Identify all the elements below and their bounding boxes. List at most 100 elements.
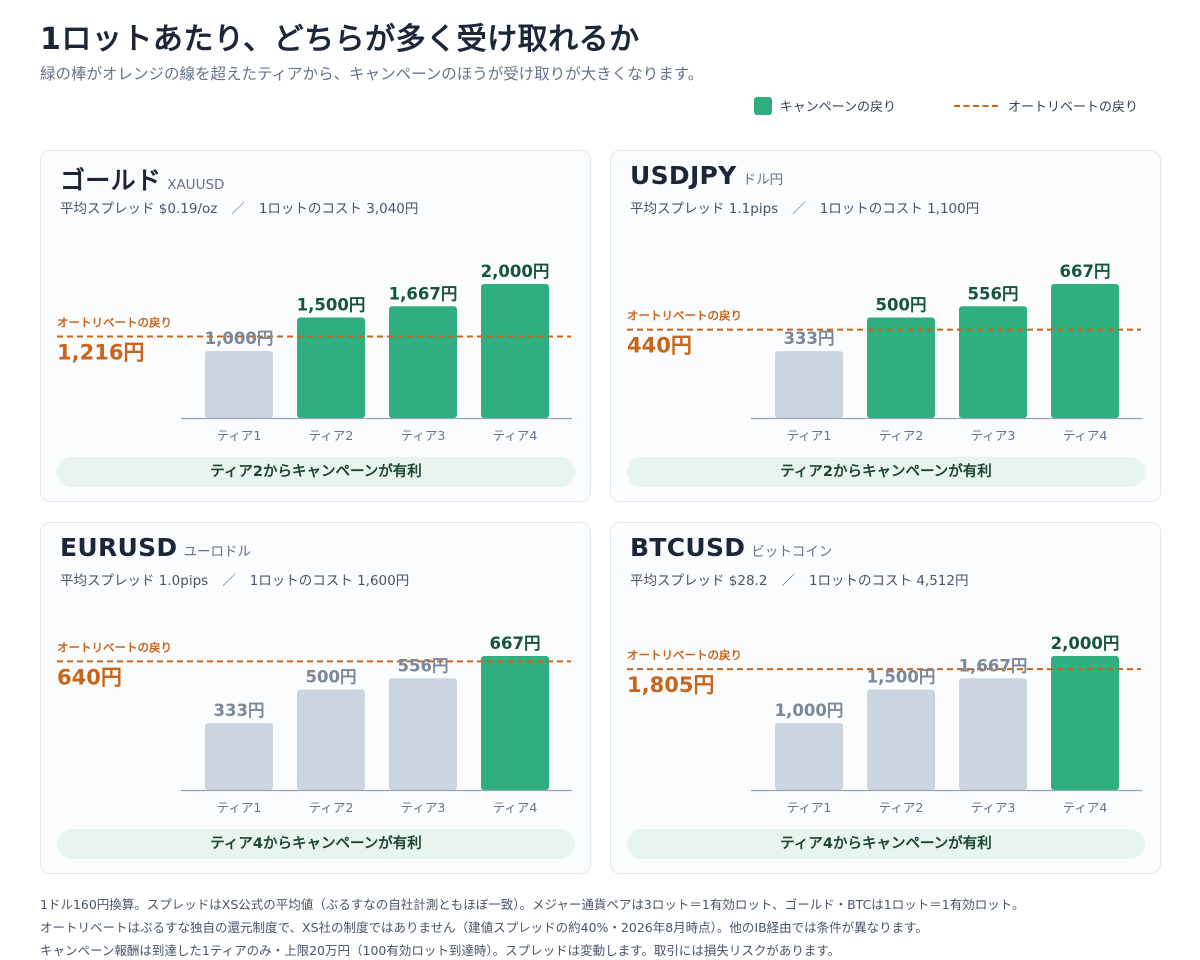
page-subtitle: 緑の棒がオレンジの線を超えたティアから、キャンペーンのほうが受け取りが大きくなり… <box>40 65 704 83</box>
bar-4 <box>1051 656 1119 790</box>
bar-3 <box>389 678 457 790</box>
value-label-2: 1,500円 <box>867 668 936 687</box>
bar-2 <box>867 317 935 418</box>
value-label-4: 667円 <box>490 634 541 653</box>
value-label-4: 2,000円 <box>481 262 550 281</box>
panel-meta: 平均スプレッド $0.19/oz ／ 1ロットのコスト 3,040円 <box>60 201 419 217</box>
footnote: オートリベートはぶるすな独自の還元制度で、XS社の制度ではありません（建値スプレ… <box>40 920 928 935</box>
chart-panel-btcusd: BTCUSD ビットコイン 平均スプレッド $28.2 ／ 1ロットのコスト 4,5… <box>610 522 1161 874</box>
instrument-symbol: ドル円 <box>742 172 784 188</box>
instrument-symbol: XAUUSD <box>167 177 225 193</box>
legend-rebate-line <box>953 104 998 107</box>
bar-chart: オートリベートの戻り 1,805円 1,000円 1,500円 1,667円 2,000円… <box>627 634 1142 815</box>
category-label-4: ティア4 <box>1063 428 1108 443</box>
bar-2 <box>297 317 365 418</box>
panel-header: EURUSD ユーロドル <box>60 533 251 562</box>
page-title: 1ロットあたり、どちらが多く受け取れるか <box>40 22 640 57</box>
value-label-2: 500円 <box>306 668 357 687</box>
cost-text: 1ロットのコスト 1,600円 <box>249 573 410 589</box>
legend-campaign-swatch <box>753 96 772 115</box>
spread-text: 平均スプレッド $0.19/oz <box>60 201 218 217</box>
panel-meta: 平均スプレッド 1.0pips ／ 1ロットのコスト 1,600円 <box>60 573 410 589</box>
category-label-3: ティア3 <box>401 800 446 815</box>
conclusion-banner: ティア4からキャンペーンが有利 <box>627 829 1145 859</box>
chart-panel-usdjpy: USDJPY ドル円 平均スプレッド 1.1pips ／ 1ロットのコスト 1,10… <box>610 150 1161 502</box>
rebate-line-label: オートリベートの戻り <box>57 640 172 654</box>
panel-meta: 平均スプレッド $28.2 ／ 1ロットのコスト 4,512円 <box>630 573 969 589</box>
rebate-value-label: 440円 <box>627 334 692 358</box>
panel-meta: 平均スプレッド 1.1pips ／ 1ロットのコスト 1,100円 <box>630 201 980 217</box>
legend-campaign-label: キャンペーンの戻り <box>779 100 896 115</box>
value-label-1: 1,000円 <box>775 701 844 720</box>
bar-1 <box>205 723 273 790</box>
bar-4 <box>481 284 549 418</box>
footnote: キャンペーン報酬は到達した1ティアのみ・上限20万円（100有効ロット到達時）。… <box>40 943 841 958</box>
category-label-1: ティア1 <box>217 428 262 443</box>
value-label-3: 556円 <box>968 284 1019 303</box>
value-label-2: 500円 <box>876 296 927 315</box>
rebate-value-label: 640円 <box>57 665 122 689</box>
cost-text: 1ロットのコスト 4,512円 <box>808 573 969 589</box>
bar-chart: オートリベートの戻り 1,216円 1,000円 1,500円 1,667円 2,000円… <box>57 262 572 443</box>
rebate-value-label: 1,805円 <box>627 673 714 697</box>
spread-text: 平均スプレッド 1.0pips <box>60 573 209 589</box>
bar-4 <box>1051 284 1119 418</box>
value-label-2: 1,500円 <box>297 296 366 315</box>
value-label-4: 667円 <box>1060 262 1111 281</box>
value-label-3: 1,667円 <box>959 656 1028 675</box>
panel-header: ゴールド XAUUSD <box>60 161 224 197</box>
bar-4 <box>481 656 549 790</box>
rebate-line-label: オートリベートの戻り <box>627 309 742 323</box>
value-label-3: 556円 <box>398 656 449 675</box>
chart-panel-gold: ゴールド XAUUSD 平均スプレッド $0.19/oz ／ 1ロットのコスト 3,… <box>40 150 591 502</box>
value-label-4: 2,000円 <box>1051 634 1120 653</box>
instrument-name: EURUSD <box>60 533 178 562</box>
bar-3 <box>959 678 1027 790</box>
value-label-3: 1,667円 <box>389 284 458 303</box>
bar-3 <box>959 306 1027 418</box>
bar-2 <box>297 689 365 790</box>
footnotes: 1ドル160円換算。スプレッドはXS公式の平均値（ぶるすなの自社計測ともほぼ一致… <box>40 893 1024 960</box>
rebate-value-label: 1,216円 <box>57 341 144 365</box>
value-label-1: 333円 <box>214 701 265 720</box>
bar-1 <box>775 723 843 790</box>
rebate-line-label: オートリベートの戻り <box>57 316 172 330</box>
bar-1 <box>205 351 273 418</box>
rebate-line-label: オートリベートの戻り <box>627 648 742 662</box>
panel-header: USDJPY ドル円 <box>630 161 783 190</box>
conclusion-banner: ティア4からキャンペーンが有利 <box>57 829 575 859</box>
category-label-2: ティア2 <box>309 800 354 815</box>
category-label-2: ティア2 <box>879 800 924 815</box>
spread-text: 平均スプレッド $28.2 <box>630 573 768 589</box>
footnote: 1ドル160円換算。スプレッドはXS公式の平均値（ぶるすなの自社計測ともほぼ一致… <box>40 897 1025 912</box>
category-label-3: ティア3 <box>971 428 1016 443</box>
category-label-1: ティア1 <box>787 800 832 815</box>
instrument-symbol: ビットコイン <box>751 544 833 560</box>
value-label-1: 1,000円 <box>205 329 274 348</box>
category-label-1: ティア1 <box>217 800 262 815</box>
bar-2 <box>867 689 935 790</box>
value-label-1: 333円 <box>784 329 835 348</box>
instrument-name: ゴールド <box>60 166 162 195</box>
category-label-2: ティア2 <box>879 428 924 443</box>
category-label-3: ティア3 <box>401 428 446 443</box>
category-label-4: ティア4 <box>493 428 538 443</box>
category-label-2: ティア2 <box>309 428 354 443</box>
chart-panel-eurusd: EURUSD ユーロドル 平均スプレッド 1.0pips ／ 1ロットのコスト 1,… <box>40 522 591 874</box>
category-label-3: ティア3 <box>971 800 1016 815</box>
spread-text: 平均スプレッド 1.1pips <box>630 201 779 217</box>
conclusion-banner: ティア2からキャンペーンが有利 <box>57 457 575 487</box>
legend-rebate-label: オートリベートの戻り <box>1007 100 1138 115</box>
cost-text: 1ロットのコスト 3,040円 <box>258 201 419 217</box>
category-label-4: ティア4 <box>1063 800 1108 815</box>
panel-header: BTCUSD ビットコイン <box>630 533 832 562</box>
instrument-name: BTCUSD <box>630 533 746 562</box>
legend: キャンペーンの戻り オートリベートの戻り <box>753 96 1138 115</box>
instrument-name: USDJPY <box>630 161 737 190</box>
instrument-symbol: ユーロドル <box>183 544 252 560</box>
cost-text: 1ロットのコスト 1,100円 <box>819 201 980 217</box>
conclusion-banner: ティア2からキャンペーンが有利 <box>627 457 1145 487</box>
bar-3 <box>389 306 457 418</box>
